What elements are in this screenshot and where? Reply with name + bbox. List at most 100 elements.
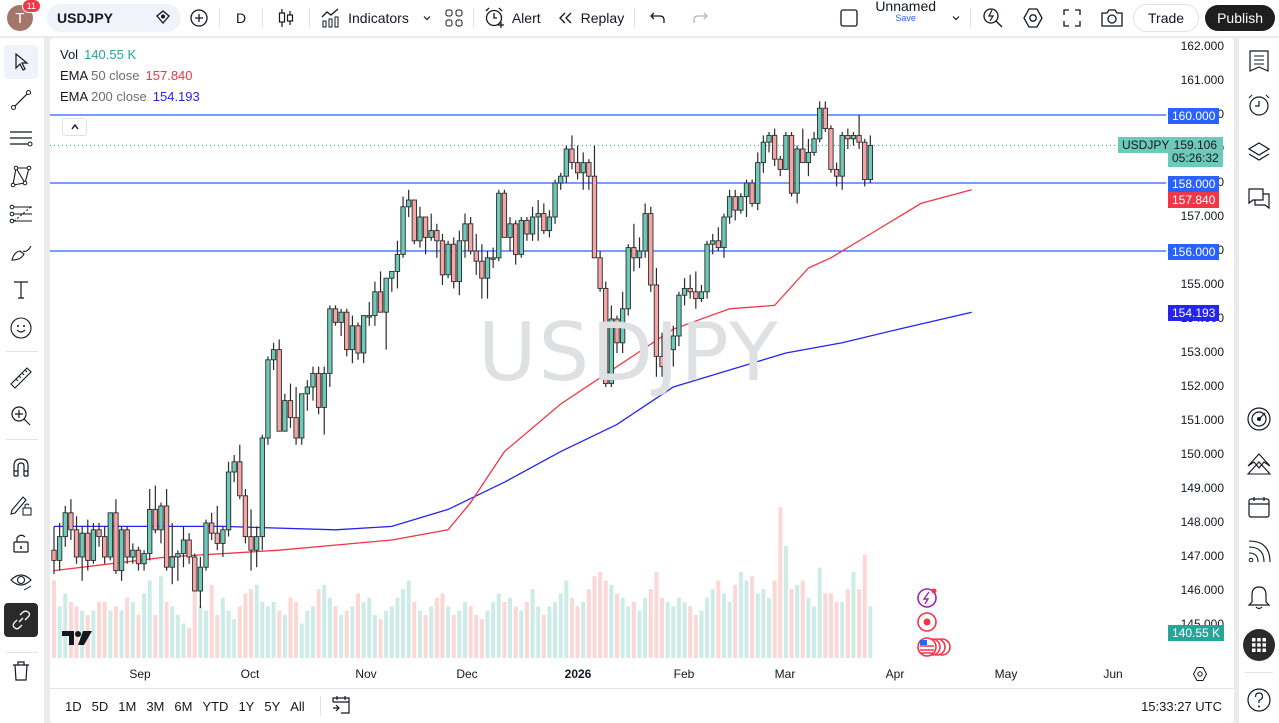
range-5d[interactable]: 5D: [91, 698, 109, 714]
calendar-button[interactable]: [1245, 493, 1273, 521]
time-label: 2026: [564, 667, 592, 681]
compare-symbol-button[interactable]: [181, 0, 217, 36]
interval-button[interactable]: D: [222, 0, 260, 36]
replay-button[interactable]: Replay: [549, 0, 633, 36]
screeners-button[interactable]: [1245, 405, 1273, 433]
symbol-search[interactable]: USDJPY: [47, 4, 181, 32]
tradingview-logo[interactable]: [62, 629, 94, 652]
object-tree-button[interactable]: [1245, 138, 1273, 166]
right-widget-bar: [1239, 38, 1279, 723]
news-flow-button[interactable]: [1245, 538, 1273, 566]
chart-type-button[interactable]: [265, 0, 307, 36]
price-tick: 151.000: [1180, 413, 1224, 427]
range-6m[interactable]: 6M: [174, 698, 193, 714]
price-tick: 153.000: [1180, 345, 1224, 359]
layout-dropdown[interactable]: [944, 0, 968, 36]
divider: [219, 8, 220, 28]
axis-settings-button[interactable]: [1192, 666, 1208, 685]
legend-volume[interactable]: Vol 140.55 K: [60, 44, 200, 65]
magnet-tool[interactable]: [4, 450, 38, 484]
emoji-tool[interactable]: [4, 311, 38, 345]
goto-date-button[interactable]: [331, 695, 351, 718]
time-label: Mar: [774, 667, 796, 681]
range-3m[interactable]: 3M: [146, 698, 165, 714]
price-chart-canvas[interactable]: [50, 38, 1166, 660]
remove-drawings-tool[interactable]: [4, 654, 38, 688]
replay-rewind-icon: [558, 12, 572, 24]
watchlist-button[interactable]: [1245, 47, 1273, 75]
text-tool[interactable]: [4, 273, 38, 307]
time-label: Jun: [1103, 667, 1123, 681]
range-1d[interactable]: 1D: [65, 698, 82, 714]
range-1y[interactable]: 1Y: [238, 698, 255, 714]
event-dot-icon[interactable]: [917, 612, 937, 632]
trade-button[interactable]: Trade: [1133, 4, 1200, 32]
undo-button[interactable]: [637, 0, 679, 36]
help-button[interactable]: [1245, 686, 1273, 714]
price-tick: 161.000: [1180, 73, 1224, 87]
legend-ema50[interactable]: EMA 50 close 157.840: [60, 65, 200, 86]
layers-icon: [1247, 142, 1271, 161]
save-link[interactable]: Save: [895, 13, 916, 23]
chats-button[interactable]: [1245, 185, 1273, 213]
price-tick: 150.000: [1180, 447, 1224, 461]
trend-line-tool[interactable]: [4, 83, 38, 117]
lock-drawing-tool[interactable]: [4, 488, 38, 522]
alarm-clock-icon: [1248, 94, 1270, 116]
divider: [309, 8, 311, 28]
time-label: May: [994, 667, 1018, 681]
range-5y[interactable]: 5Y: [264, 698, 281, 714]
time-label: Sep: [129, 667, 151, 681]
notifications-button[interactable]: [1245, 583, 1273, 611]
hide-drawings-tool[interactable]: [4, 564, 38, 598]
horizontal-lines-tool[interactable]: [4, 121, 38, 155]
range-1m[interactable]: 1M: [118, 698, 137, 714]
brush-tool[interactable]: [4, 235, 38, 269]
undo-icon: [650, 12, 665, 23]
products-menu-button[interactable]: [1243, 629, 1275, 661]
trash-icon: [13, 661, 29, 681]
price-tick: 162.000: [1180, 39, 1224, 53]
us-flag-events-icon[interactable]: [917, 637, 951, 657]
tv-logo-icon: [62, 631, 92, 645]
divider: [6, 439, 38, 440]
zoom-in-tool[interactable]: [4, 399, 38, 433]
divider: [6, 652, 38, 653]
earnings-lightning-icon[interactable]: [917, 588, 937, 608]
lock-all-tool[interactable]: [4, 526, 38, 560]
publish-button[interactable]: Publish: [1205, 5, 1275, 31]
ideas-button[interactable]: [1245, 450, 1273, 478]
user-avatar[interactable]: T 11: [7, 0, 41, 31]
layout-select-checkbox[interactable]: [831, 0, 867, 36]
indicators-dropdown[interactable]: [417, 0, 437, 36]
snapshot-button[interactable]: [1091, 0, 1133, 36]
price-axis[interactable]: 145.000 146.000 147.000 148.000 149.000 150.0…: [1166, 38, 1234, 658]
legend-ema200[interactable]: EMA 200 close 154.193: [60, 86, 200, 107]
price-tick: 147.000: [1180, 549, 1224, 563]
divider: [634, 8, 636, 28]
settings-button[interactable]: [1013, 0, 1053, 36]
watchlist-flag-icon[interactable]: [155, 9, 171, 28]
measure-tool[interactable]: [4, 361, 38, 395]
bar-countdown: 05:26:32: [1172, 151, 1219, 165]
layout-name-button[interactable]: Unnamed Save: [867, 0, 944, 36]
fib-retracement-tool[interactable]: [4, 197, 38, 231]
range-ytd[interactable]: YTD: [202, 698, 229, 714]
time-label: Dec: [456, 667, 478, 681]
layouts-button[interactable]: [437, 0, 471, 36]
quick-search-button[interactable]: [973, 0, 1013, 36]
indicators-button[interactable]: Indicators: [312, 0, 417, 36]
sync-drawings-tool[interactable]: [4, 603, 38, 637]
alerts-panel-button[interactable]: [1245, 91, 1273, 119]
redo-button[interactable]: [679, 0, 721, 36]
collapse-legend-button[interactable]: [62, 118, 87, 136]
time-axis[interactable]: Sep Oct Nov Dec 2026 Feb Mar Apr May Jun: [50, 660, 1234, 688]
pattern-tool[interactable]: [4, 159, 38, 193]
cursor-tool[interactable]: [4, 45, 38, 79]
fullscreen-button[interactable]: [1053, 0, 1091, 36]
brush-icon: [11, 245, 32, 261]
alert-button[interactable]: Alert: [476, 0, 549, 36]
range-all[interactable]: All: [290, 698, 305, 714]
utc-clock[interactable]: 15:33:27 UTC: [1141, 699, 1222, 714]
chart-panel[interactable]: USDJPY Vol 140.55 K EMA 50 close 157.840…: [50, 38, 1234, 723]
